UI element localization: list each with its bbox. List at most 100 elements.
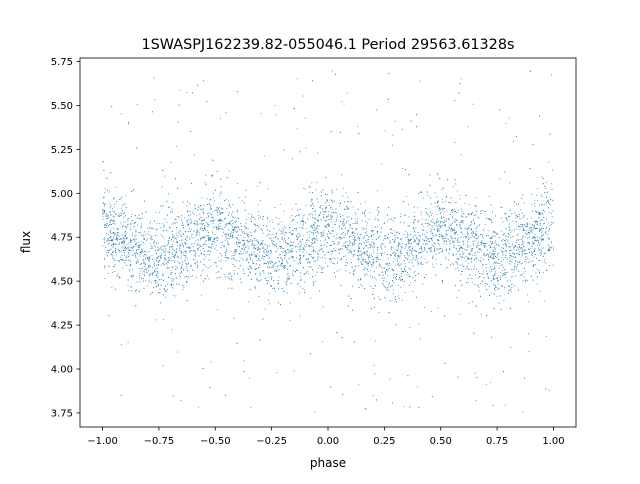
data-point [371,265,373,268]
data-point [398,245,400,247]
data-point [139,255,141,257]
data-point [434,243,436,245]
data-point [359,284,362,286]
data-point [208,246,210,248]
data-point [378,212,380,214]
data-point [480,210,482,212]
data-point [453,228,455,230]
data-point [364,258,367,261]
data-point [523,276,525,278]
data-point [422,263,424,265]
data-point [191,92,194,94]
data-point [513,285,515,287]
data-point [251,216,253,218]
data-point [368,218,370,220]
data-point [516,216,518,218]
data-point [336,188,338,190]
data-point [460,273,462,275]
data-point [412,259,414,261]
data-point [227,234,230,236]
data-point [188,262,190,264]
data-point [119,198,121,201]
data-point [305,240,308,242]
data-point [109,232,111,234]
data-point [242,232,244,234]
data-point [296,237,299,239]
data-point [224,233,226,235]
data-point [401,299,403,301]
data-point [190,275,192,278]
data-point [211,247,213,249]
data-point [450,228,452,230]
data-point [195,258,197,260]
data-point [212,219,215,221]
data-point [480,261,482,263]
data-point [523,241,525,243]
data-point [105,215,107,217]
data-point [328,211,330,213]
data-point [235,259,237,262]
data-point [511,245,513,247]
data-point [157,274,159,276]
data-point [343,223,345,225]
data-point [302,247,304,249]
data-point [238,239,240,241]
data-point [171,260,173,262]
data-point [159,302,162,304]
data-point [151,273,153,275]
data-point [201,197,203,199]
data-point [182,233,184,235]
data-point [339,238,341,241]
data-point [203,219,205,221]
data-point [528,251,531,254]
data-point [155,268,157,270]
data-point [243,272,245,275]
data-point [539,219,541,221]
data-point [316,252,318,254]
data-point [243,240,245,242]
data-point [371,246,373,248]
data-point [263,256,265,258]
data-point [201,294,203,296]
data-point [104,204,106,206]
data-point [493,269,495,271]
data-point [508,285,510,287]
data-point [324,211,326,213]
data-point [432,227,434,229]
data-point [135,263,137,265]
data-point [352,256,354,258]
data-point [353,250,356,252]
data-point [271,276,273,278]
data-point [375,266,377,268]
data-point [326,235,329,237]
data-point [444,256,446,259]
data-point [305,259,307,261]
data-point [447,229,449,231]
data-point [246,257,248,259]
data-point [404,257,406,259]
data-point [443,222,446,224]
data-point [305,252,307,254]
data-point [354,236,356,238]
data-point [454,237,456,239]
data-point [371,308,373,310]
data-point [312,284,314,286]
data-point [421,233,424,235]
data-point [172,253,174,255]
data-point [270,260,272,262]
data-point [281,265,283,267]
data-point [112,240,114,242]
data-point [395,324,397,326]
data-point [528,301,530,303]
data-point [551,223,553,226]
data-point [515,275,517,277]
data-point [457,269,459,272]
data-point [534,239,536,241]
data-point [312,211,314,213]
data-point [356,222,358,224]
data-point [258,218,260,220]
data-point [473,332,475,334]
data-point [298,248,300,250]
data-point [392,238,394,241]
